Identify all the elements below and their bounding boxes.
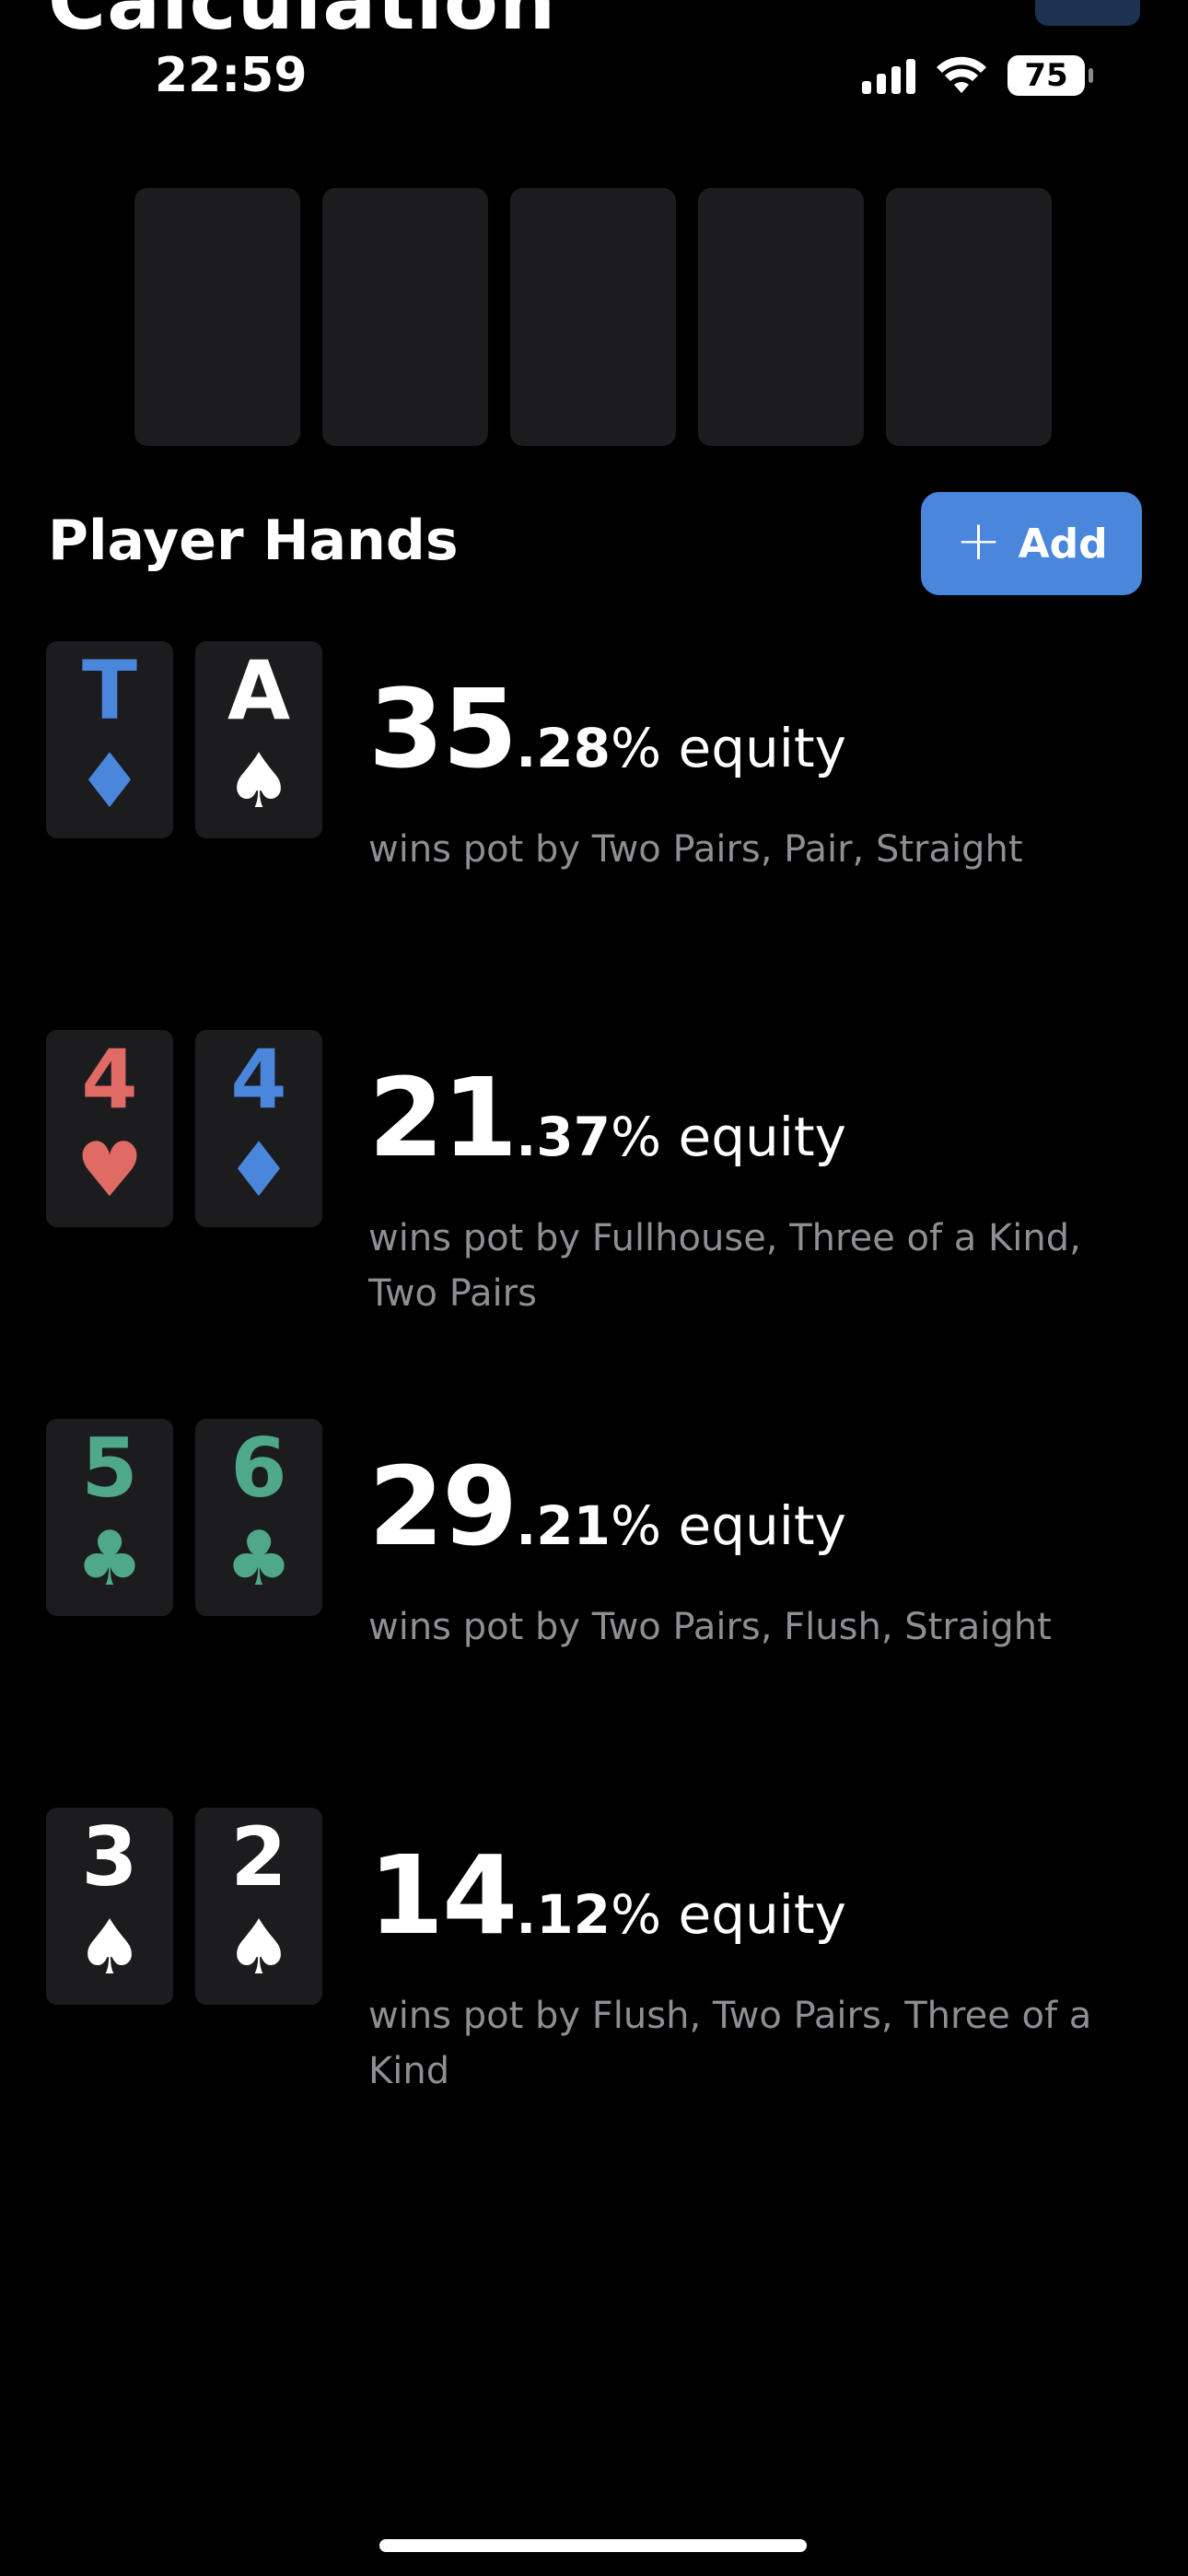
add-player-button[interactable]: + Add [921, 492, 1142, 595]
wins-description: wins pot by Fullhouse, Three of a Kind, … [368, 1217, 1081, 1315]
spade-icon: ♠ [225, 738, 293, 825]
equity-decimal: .12 [516, 1883, 611, 1946]
card-rank: 3 [81, 1809, 138, 1904]
hole-card[interactable]: 6 ♣ [195, 1419, 322, 1616]
section-title: Player Hands [48, 509, 459, 573]
equity-label: % equity [610, 1494, 846, 1557]
board-card-slot[interactable] [322, 188, 488, 446]
heart-icon: ♥ [76, 1127, 144, 1214]
card-rank: 2 [230, 1809, 287, 1904]
spade-icon: ♠ [225, 1904, 293, 1992]
spade-icon: ♠ [76, 1904, 144, 1992]
card-rank: T [81, 643, 138, 738]
card-rank: 5 [81, 1421, 138, 1516]
equity-decimal: .21 [516, 1494, 611, 1557]
hole-card[interactable]: 5 ♣ [46, 1419, 173, 1616]
hole-card[interactable]: 4 ♥ [46, 1030, 173, 1227]
battery-indicator: 75 [1007, 55, 1093, 96]
equity-label: % equity [610, 1883, 846, 1946]
equity-label: % equity [610, 1106, 846, 1168]
wins-description: wins pot by Two Pairs, Pair, Straight [368, 828, 1023, 871]
hole-card[interactable]: 3 ♠ [46, 1808, 173, 2005]
board-card-slot[interactable] [698, 188, 864, 446]
equity-value: 35.28% equity [368, 665, 846, 792]
diamond-icon: ♦ [76, 738, 144, 825]
club-icon: ♣ [76, 1516, 144, 1603]
board-card-slot[interactable] [134, 188, 300, 446]
hole-card[interactable]: 4 ♦ [195, 1030, 322, 1227]
diamond-icon: ♦ [225, 1127, 293, 1214]
equity-integer: 35 [368, 665, 518, 792]
equity-integer: 14 [368, 1832, 518, 1959]
board-card-slot[interactable] [510, 188, 676, 446]
equity-value: 14.12% equity [368, 1832, 846, 1959]
header-action-button[interactable] [1035, 0, 1140, 26]
status-icons: 75 [862, 55, 1093, 96]
signal-icon [862, 57, 915, 94]
board-card-slot[interactable] [886, 188, 1052, 446]
status-time: 22:59 [155, 48, 308, 103]
equity-integer: 29 [368, 1443, 518, 1570]
wifi-icon [937, 56, 986, 93]
equity-label: % equity [610, 717, 846, 779]
card-rank: 4 [230, 1032, 287, 1127]
board-cards [134, 188, 1052, 446]
hole-card[interactable]: T ♦ [46, 641, 173, 838]
equity-value: 21.37% equity [368, 1054, 846, 1181]
equity-decimal: .37 [516, 1106, 611, 1168]
add-button-label: Add [1018, 520, 1108, 568]
card-rank: 4 [81, 1032, 138, 1127]
page-title: Calculation [48, 0, 557, 48]
wins-description: wins pot by Two Pairs, Flush, Straight [368, 1606, 1052, 1648]
home-indicator[interactable] [379, 2539, 807, 2552]
wins-description: wins pot by Flush, Two Pairs, Three of a… [368, 1995, 1092, 2092]
hole-card[interactable]: 2 ♠ [195, 1808, 322, 2005]
card-rank: 6 [230, 1421, 287, 1516]
hole-card[interactable]: A ♠ [195, 641, 322, 838]
equity-decimal: .28 [516, 717, 611, 779]
battery-level: 75 [1024, 57, 1068, 94]
plus-icon: + [955, 509, 1002, 573]
equity-value: 29.21% equity [368, 1443, 846, 1570]
card-rank: A [227, 643, 291, 738]
club-icon: ♣ [225, 1516, 293, 1603]
equity-integer: 21 [368, 1054, 518, 1181]
